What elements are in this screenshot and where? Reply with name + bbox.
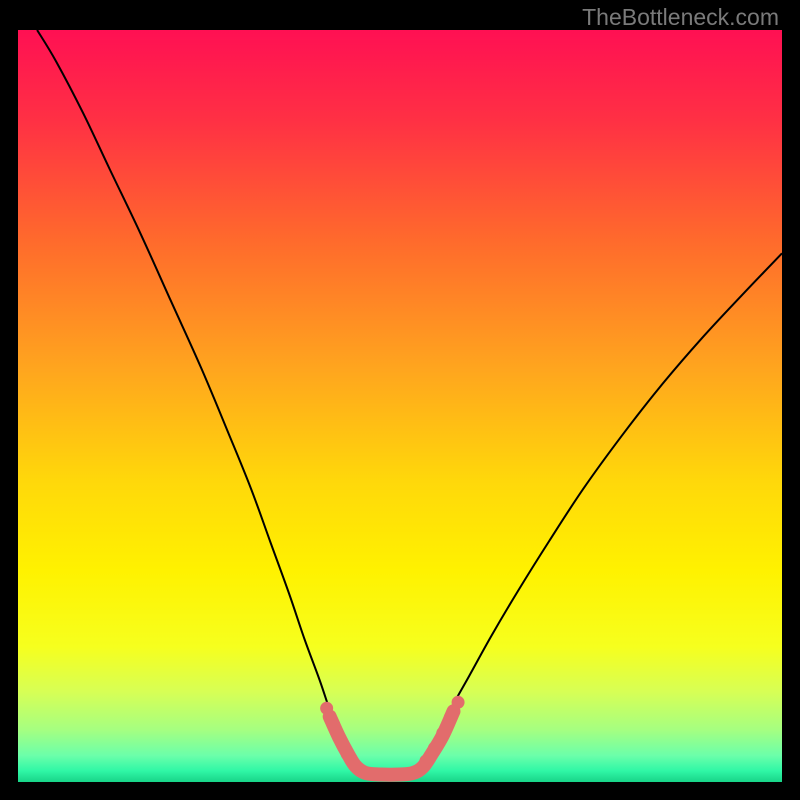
watermark-text: TheBottleneck.com xyxy=(582,4,779,31)
plot-area xyxy=(18,30,782,782)
gradient-background xyxy=(18,30,782,782)
plot-svg xyxy=(18,30,782,782)
chart-canvas: TheBottleneck.com xyxy=(0,0,800,800)
